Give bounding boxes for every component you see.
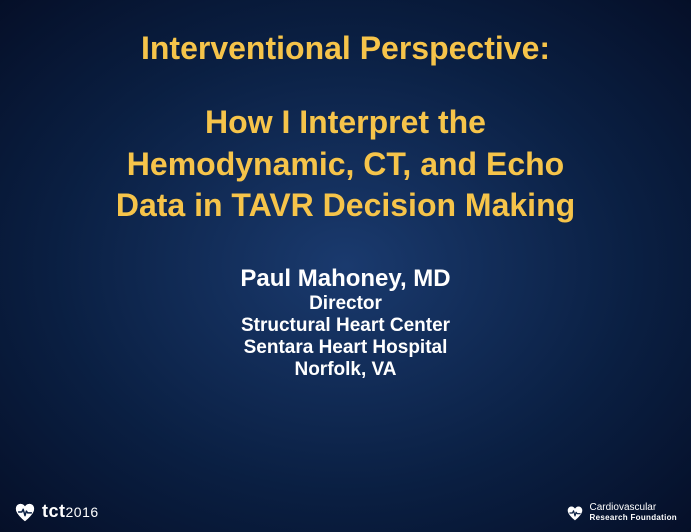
conference-label: tct2016	[42, 501, 99, 522]
speaker-block: Paul Mahoney, MD Director Structural Hea…	[240, 265, 450, 381]
speaker-role: Director	[240, 293, 450, 315]
slide-container: Interventional Perspective: How I Interp…	[0, 0, 691, 532]
conference-prefix: tct	[42, 501, 66, 522]
slide-subtitle: How I Interpret the Hemodynamic, CT, and…	[116, 102, 575, 227]
speaker-affiliation: Structural Heart Center	[240, 315, 450, 337]
heart-icon	[14, 502, 36, 522]
heart-icon	[566, 505, 584, 521]
subtitle-line: How I Interpret the	[116, 102, 575, 144]
foundation-label: Cardiovascular Research Foundation	[590, 503, 678, 522]
subtitle-line: Hemodynamic, CT, and Echo	[116, 144, 575, 186]
conference-year: 2016	[66, 504, 99, 520]
speaker-hospital: Sentara Heart Hospital	[240, 337, 450, 359]
subtitle-line: Data in TAVR Decision Making	[116, 185, 575, 227]
foundation-line2: Research Foundation	[590, 514, 678, 522]
speaker-name: Paul Mahoney, MD	[240, 265, 450, 293]
speaker-location: Norfolk, VA	[240, 359, 450, 381]
footer: tct2016 Cardiovascular Research Foundati…	[0, 494, 691, 524]
slide-topic: Interventional Perspective:	[141, 28, 550, 68]
footer-left-logo: tct2016	[14, 501, 99, 522]
footer-right-logo: Cardiovascular Research Foundation	[566, 503, 678, 522]
